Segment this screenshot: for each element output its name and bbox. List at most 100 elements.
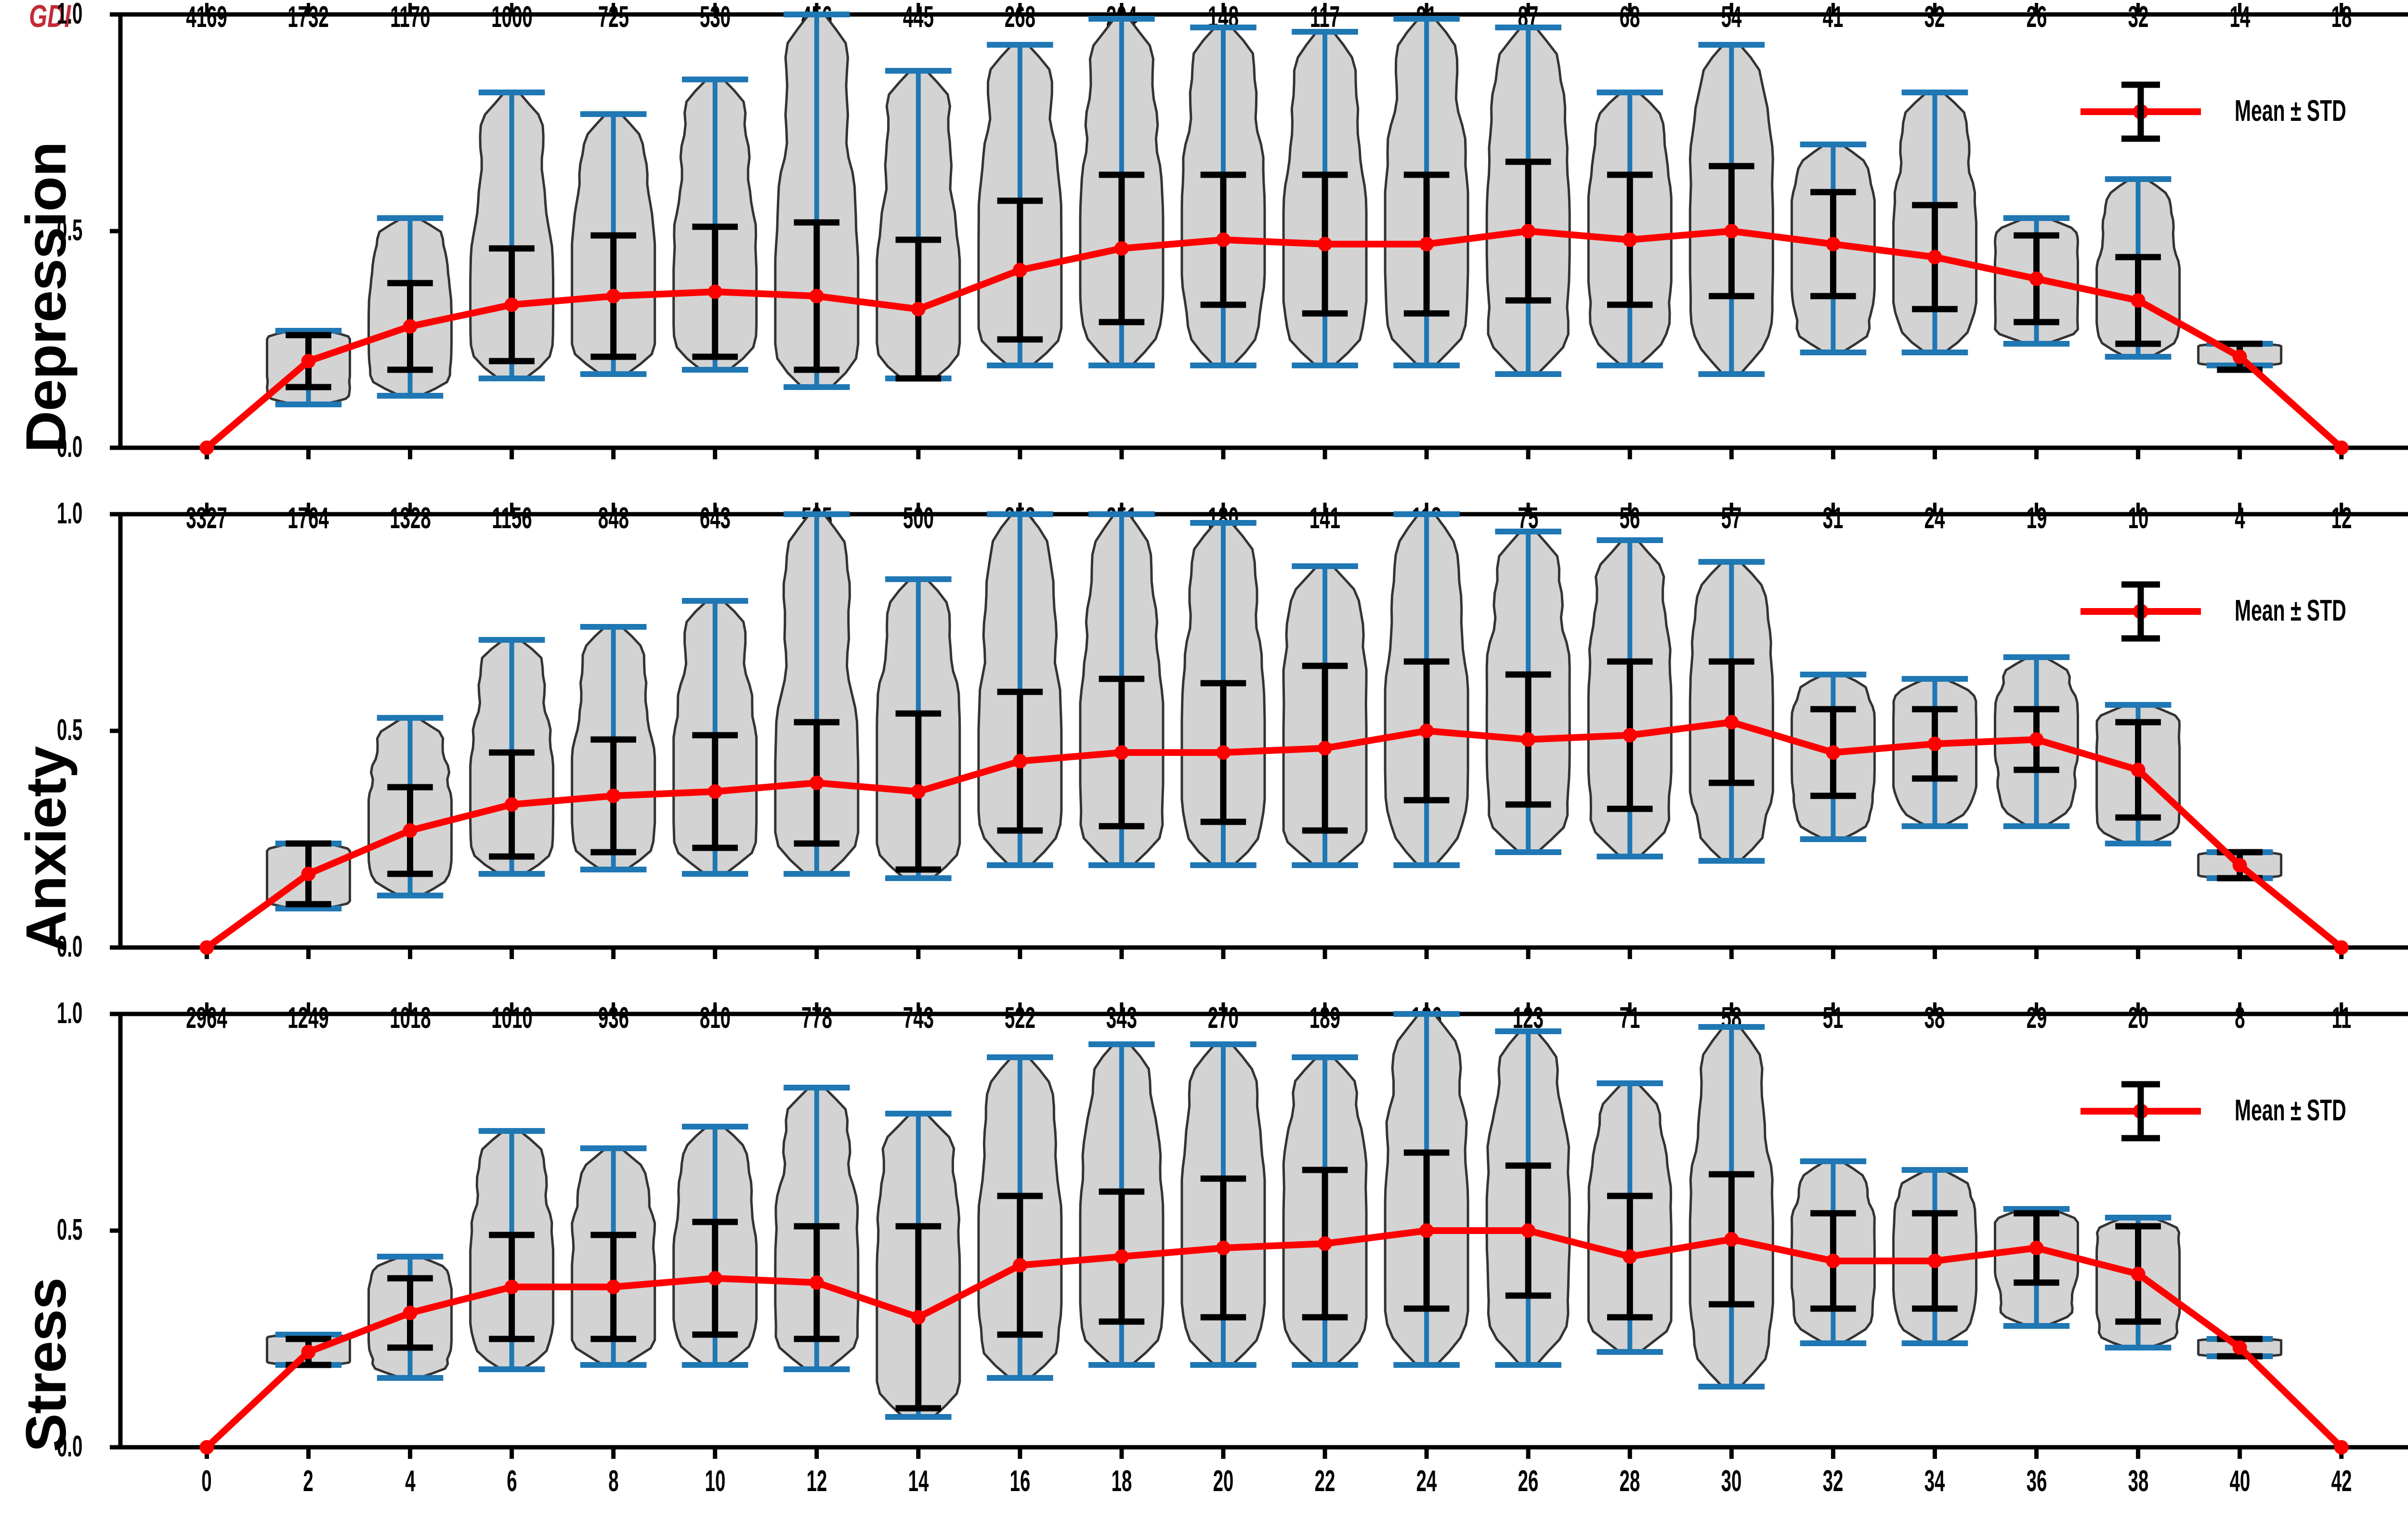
mean-point [1012, 263, 1027, 277]
mean-point [1521, 1223, 1536, 1238]
y-tick-label: 1.0 [56, 497, 83, 530]
mean-point [911, 302, 926, 316]
mean-point [504, 797, 519, 812]
mean-point [1216, 233, 1231, 247]
score-tick-label: 40 [2229, 1465, 2251, 1498]
mean-line [203, 228, 2345, 451]
mean-point [707, 1271, 722, 1285]
y-tick-label: 0.5 [56, 214, 83, 247]
score-tick-label: 30 [1721, 1465, 1742, 1498]
panel-row-stress: 2964 1249 1018 1010 936 810 778 743 522 343 270 189… [0, 999, 2408, 1499]
mean-point [1623, 233, 1637, 247]
plot-canvas-stress [110, 1002, 2408, 1459]
mean-point [301, 354, 316, 368]
mean-point [1012, 754, 1027, 768]
mean-point [199, 1440, 214, 1454]
mean-point [301, 1345, 316, 1359]
mean-point [1826, 237, 1841, 251]
mean-point [1012, 1258, 1027, 1272]
legend-label: Mean ± STD [2235, 594, 2346, 627]
mean-point [2232, 858, 2247, 872]
gdi-axis-label: GDI [29, 0, 71, 34]
mean-point [809, 289, 824, 303]
score-tick-label: 34 [1924, 1465, 1945, 1498]
mean-point [1114, 1249, 1129, 1264]
mean-point [1826, 745, 1841, 760]
score-tick-label: 4 [405, 1465, 416, 1498]
score-tick-label: 2 [303, 1465, 314, 1498]
score-tick-label: 14 [908, 1465, 929, 1498]
mean-point [809, 1275, 824, 1290]
mean-point [1114, 745, 1129, 760]
score-tick-label: 20 [1213, 1465, 1234, 1498]
score-tick-label: 42 [2331, 1465, 2352, 1498]
score-tick-label: 28 [1619, 1465, 1640, 1498]
mean-point [606, 789, 621, 803]
mean-point [606, 289, 621, 303]
mean-point [1826, 1254, 1841, 1268]
mean-point [2131, 763, 2146, 777]
score-tick-label: 6 [506, 1465, 517, 1498]
gdi-count-label: 4 [2234, 502, 2245, 535]
score-tick-label: 24 [1416, 1465, 1437, 1498]
mean-point [2232, 350, 2247, 364]
mean-point [1521, 224, 1536, 238]
mean-point [504, 1280, 519, 1294]
mean-point [403, 1306, 418, 1320]
mean-point [1623, 728, 1637, 742]
mean-point [1419, 724, 1434, 738]
mean-point [1724, 715, 1739, 729]
mean-point [504, 298, 519, 312]
y-tick-label: 1.0 [56, 0, 83, 30]
mean-point [1216, 745, 1231, 760]
plot-canvas-depression [110, 3, 2408, 459]
mean-point [1216, 1241, 1231, 1255]
y-tick-label: 0.5 [56, 714, 83, 747]
mean-point [2334, 940, 2349, 955]
panel-row-depression: 4169173211701000725530456445268204148117… [0, 0, 2408, 500]
mean-point [2334, 441, 2349, 455]
score-tick-label: 38 [2128, 1465, 2148, 1498]
mean-point [2232, 1340, 2247, 1355]
mean-point [1419, 1223, 1434, 1238]
mean-point [301, 867, 316, 881]
mean-point [2029, 1241, 2044, 1255]
mean-point [403, 319, 418, 334]
mean-point [809, 776, 824, 790]
y-tick-label: 0.0 [56, 430, 83, 464]
mean-point [1724, 1232, 1739, 1246]
mean-point [2029, 272, 2044, 286]
legend-label: Mean ± STD [2235, 94, 2346, 128]
mean-point [606, 1280, 621, 1294]
y-tick-label: 0.5 [56, 1213, 83, 1246]
score-tick-label: 22 [1314, 1465, 1335, 1498]
panel-row-anxiety: 3327176413281156848643535500353251180141… [0, 497, 2408, 1000]
mean-point [707, 285, 722, 299]
mean-point [911, 784, 926, 799]
mean-point [199, 441, 214, 455]
gdi-count-label: 8 [2234, 1001, 2245, 1035]
score-tick-label: 12 [806, 1465, 827, 1498]
mean-point [1114, 241, 1129, 256]
score-tick-label: 32 [1823, 1465, 1844, 1498]
mean-point [2334, 1440, 2349, 1454]
mean-point [1724, 224, 1739, 238]
score-tick-label: 18 [1111, 1465, 1132, 1498]
mean-point [707, 784, 722, 799]
y-tick-label: 0.0 [56, 930, 83, 963]
mean-point [911, 1310, 926, 1324]
mean-line [203, 719, 2345, 951]
mean-point [1521, 732, 1536, 747]
mean-point [2029, 732, 2044, 747]
mean-point [1623, 1249, 1637, 1264]
mean-point [403, 823, 418, 838]
mean-point [1419, 237, 1434, 251]
score-tick-label: 36 [2026, 1465, 2047, 1498]
mean-point [2131, 1267, 2146, 1281]
score-tick-label: 8 [608, 1465, 619, 1498]
mean-point [1318, 1236, 1333, 1251]
mean-point [2131, 293, 2146, 308]
mean-point [1927, 737, 1942, 751]
y-tick-label: 0.0 [56, 1430, 83, 1463]
